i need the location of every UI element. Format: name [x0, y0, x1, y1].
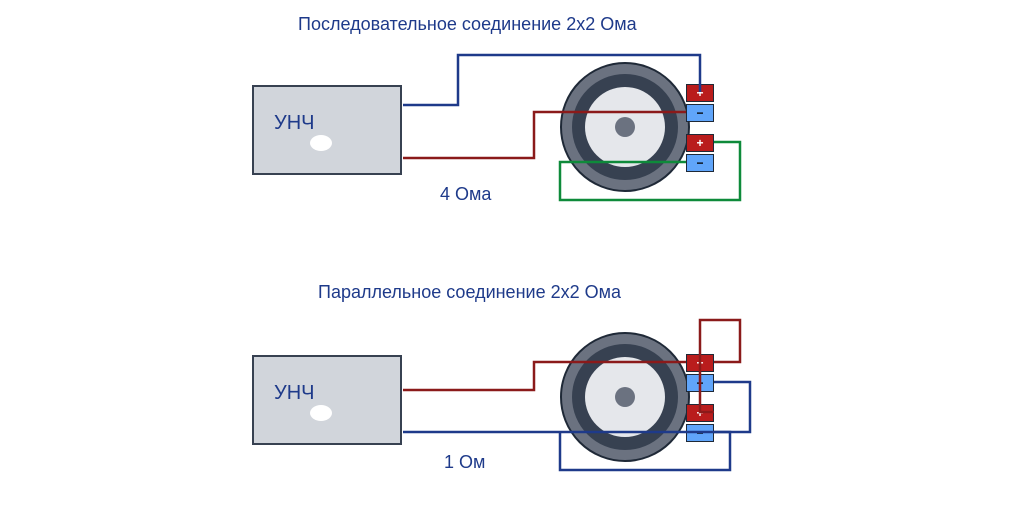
- parallel-coil2-neg-terminal: −: [686, 424, 714, 442]
- series-coil2-neg-terminal: −: [686, 154, 714, 172]
- series-coil2-pos-terminal: +: [686, 134, 714, 152]
- series-amplifier-indicator: [310, 135, 332, 151]
- series-speaker-dustcap: [615, 117, 635, 137]
- parallel-speaker-dustcap: [615, 387, 635, 407]
- parallel-title: Параллельное соединение 2х2 Ома: [318, 282, 621, 303]
- parallel-amplifier-label: УНЧ: [274, 382, 314, 405]
- wiring-layer: [0, 0, 1024, 512]
- series-amplifier-label: УНЧ: [274, 112, 314, 135]
- parallel-coil1-pos-terminal: +: [686, 354, 714, 372]
- series-impedance-label: 4 Ома: [440, 184, 491, 205]
- series-title: Последовательное соединение 2х2 Ома: [298, 14, 637, 35]
- parallel-impedance-label: 1 Ом: [444, 452, 485, 473]
- parallel-amplifier-indicator: [310, 405, 332, 421]
- series-coil1-pos-terminal: +: [686, 84, 714, 102]
- parallel-coil2-pos-terminal: +: [686, 404, 714, 422]
- series-coil1-neg-terminal: −: [686, 104, 714, 122]
- parallel-coil1-neg-terminal: −: [686, 374, 714, 392]
